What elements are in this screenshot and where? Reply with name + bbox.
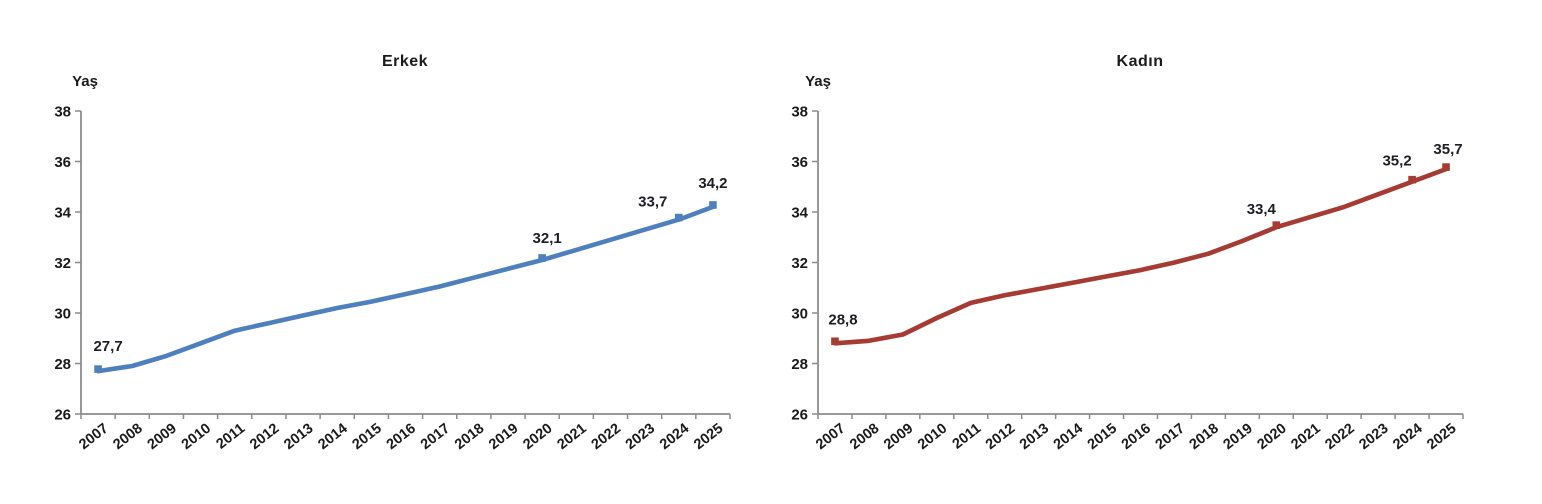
x-tick-label: 2023 [1356, 421, 1391, 453]
x-tick-label: 2020 [520, 421, 555, 453]
x-tick-label: 2007 [813, 421, 848, 453]
y-tick-label: 36 [54, 154, 71, 171]
data-point-label: 33,7 [638, 194, 667, 211]
x-tick-label: 2014 [1051, 421, 1086, 453]
x-tick-label: 2012 [983, 421, 1018, 453]
x-tick-label: 2015 [1085, 421, 1120, 453]
data-point-marker [1408, 175, 1416, 184]
data-point-marker [709, 201, 717, 209]
x-tick-label: 2017 [418, 421, 453, 453]
x-tick-label: 2022 [1322, 421, 1357, 453]
y-tick-label: 34 [54, 205, 71, 222]
data-point-label: 35,7 [1433, 141, 1462, 158]
x-tick-label: 2013 [1017, 421, 1052, 453]
data-point-marker [831, 337, 839, 346]
data-point-marker [1442, 163, 1450, 171]
x-tick-label: 2010 [915, 421, 950, 453]
data-point-label: 28,8 [828, 311, 857, 328]
y-tick-label: 26 [54, 407, 71, 424]
x-tick-label: 2014 [315, 421, 350, 453]
y-tick-label: 28 [791, 356, 808, 373]
x-tick-label: 2021 [554, 421, 589, 453]
y-tick-label: 38 [791, 104, 808, 121]
x-tick-label: 2008 [110, 421, 145, 453]
data-point-marker [1272, 221, 1281, 229]
x-tick-label: 2019 [1221, 421, 1256, 453]
data-point-label: 33,4 [1247, 201, 1277, 218]
y-tick-label: 28 [54, 356, 71, 373]
x-tick-label: 2013 [281, 421, 316, 453]
x-tick-label: 2007 [76, 421, 111, 453]
y-tick-label: 32 [791, 255, 808, 272]
x-tick-label: 2019 [486, 421, 521, 453]
y-tick-label: 36 [791, 154, 808, 171]
x-tick-label: 2009 [145, 421, 180, 453]
trend-line [832, 166, 1449, 346]
x-tick-label: 2024 [1390, 421, 1425, 453]
x-tick-label: 2012 [247, 421, 282, 453]
x-tick-label: 2016 [1119, 421, 1154, 453]
y-tick-label: 30 [791, 306, 808, 323]
x-tick-label: 2022 [589, 421, 624, 453]
data-point-label: 32,1 [533, 230, 562, 247]
x-tick-label: 2024 [657, 421, 692, 453]
chart-title-erkek: Erkek [381, 53, 429, 70]
data-point-label: 35,2 [1382, 153, 1411, 170]
chart-title-kadin: Kadın [1116, 53, 1164, 70]
x-tick-label: 2018 [1187, 421, 1222, 453]
y-tick-label: 26 [791, 407, 808, 424]
trend-line [95, 204, 716, 374]
x-tick-label: 2008 [847, 421, 882, 453]
data-point-label: 34,2 [698, 175, 727, 192]
y-axis-title-erkek: Yaş [72, 73, 98, 90]
x-tick-label: 2018 [452, 421, 487, 453]
x-tick-label: 2021 [1288, 421, 1323, 453]
y-tick-label: 38 [54, 104, 71, 121]
x-tick-label: 2009 [881, 421, 916, 453]
x-tick-label: 2011 [214, 421, 249, 453]
x-tick-label: 2015 [350, 421, 385, 453]
x-tick-label: 2011 [950, 421, 985, 453]
data-point-marker [538, 254, 546, 262]
y-tick-label: 30 [54, 306, 71, 323]
y-axis-title-kadin: Yaş [805, 73, 831, 90]
x-tick-label: 2025 [1424, 421, 1459, 453]
x-tick-label: 2016 [384, 421, 419, 453]
x-tick-label: 2020 [1254, 421, 1289, 453]
y-tick-label: 32 [54, 255, 71, 272]
data-point-marker [94, 365, 102, 373]
x-tick-label: 2017 [1153, 421, 1188, 453]
x-tick-label: 2010 [179, 421, 214, 453]
x-tick-label: 2023 [623, 421, 658, 453]
x-tick-label: 2025 [691, 421, 726, 453]
data-point-marker [674, 213, 683, 222]
y-tick-label: 34 [791, 205, 808, 222]
data-point-label: 27,7 [93, 338, 122, 355]
